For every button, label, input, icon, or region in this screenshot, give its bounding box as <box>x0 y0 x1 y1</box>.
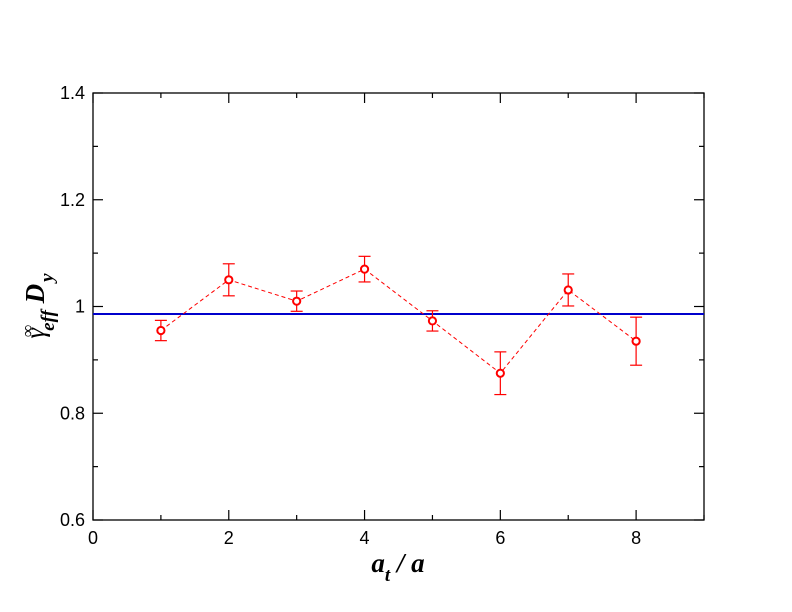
y-tick-label: 0.8 <box>60 403 85 423</box>
y-axis-title-symbol: γ <box>20 327 50 339</box>
y-axis-title-sub: eff <box>38 308 59 330</box>
x-tick-label: 6 <box>495 528 505 548</box>
y-tick-label: 0.6 <box>60 510 85 530</box>
x-axis-title-main: a <box>371 548 385 578</box>
data-point <box>156 325 166 336</box>
y-tick-label: 1.2 <box>60 190 85 210</box>
y-axis-title-rest-sub: y <box>37 273 58 284</box>
x-tick-label: 2 <box>224 528 234 548</box>
data-point <box>495 368 505 378</box>
x-tick-label: 8 <box>631 528 641 548</box>
data-point <box>563 285 573 295</box>
x-axis-title: at / a <box>371 548 424 586</box>
y-axis-title-sup: ∞ <box>18 325 37 337</box>
data-point <box>631 336 641 346</box>
tick-labels: 0 2 4 6 8 0.6 0.8 1 1.2 1.4 <box>60 83 641 548</box>
data-point <box>292 296 302 306</box>
x-axis-title-sub: t <box>385 565 391 586</box>
y-tick-label: 1.4 <box>60 83 85 103</box>
plot-frame <box>92 92 705 521</box>
data-point <box>427 316 438 326</box>
y-axis-title: γ∞eff Dy <box>18 273 59 339</box>
data-point <box>359 264 370 274</box>
data-marks <box>154 255 643 396</box>
y-axis-title-rest: D <box>20 284 50 310</box>
axis-ticks <box>92 92 705 521</box>
x-tick-label: 4 <box>360 528 370 548</box>
y-tick-label: 1 <box>75 297 85 317</box>
series-line <box>160 268 637 374</box>
x-axis-title-rest: / a <box>390 548 425 578</box>
data-point <box>224 275 234 285</box>
x-tick-label: 0 <box>88 528 98 548</box>
